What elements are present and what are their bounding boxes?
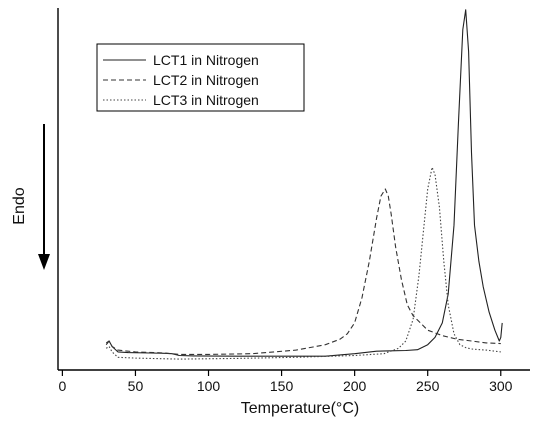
x-axis-ticks: 0 50 100 150 200 250 300 xyxy=(58,370,513,394)
x-tick-label: 150 xyxy=(270,378,294,394)
legend-label-lct3: LCT3 in Nitrogen xyxy=(153,92,259,108)
series-line-3 xyxy=(105,166,501,360)
x-tick-label: 200 xyxy=(343,378,367,394)
endo-arrow xyxy=(38,124,50,270)
x-tick-label: 300 xyxy=(489,378,513,394)
x-axis-title: Temperature(°C) xyxy=(241,400,359,417)
x-tick-label: 100 xyxy=(197,378,221,394)
legend-label-lct1: LCT1 in Nitrogen xyxy=(153,52,259,68)
legend-label-lct2: LCT2 in Nitrogen xyxy=(153,72,259,88)
x-tick-label: 250 xyxy=(416,378,440,394)
series-layer xyxy=(105,9,503,360)
plot-frame xyxy=(57,8,530,371)
y-axis-title: Endo xyxy=(11,187,28,224)
x-tick-label: 0 xyxy=(58,378,66,394)
endo-arrow-head xyxy=(38,254,50,270)
legend: LCT1 in Nitrogen LCT2 in Nitrogen LCT3 i… xyxy=(96,43,305,112)
x-tick-label: 50 xyxy=(128,378,144,394)
series-line-2 xyxy=(105,188,501,355)
series-line-1 xyxy=(105,9,503,357)
